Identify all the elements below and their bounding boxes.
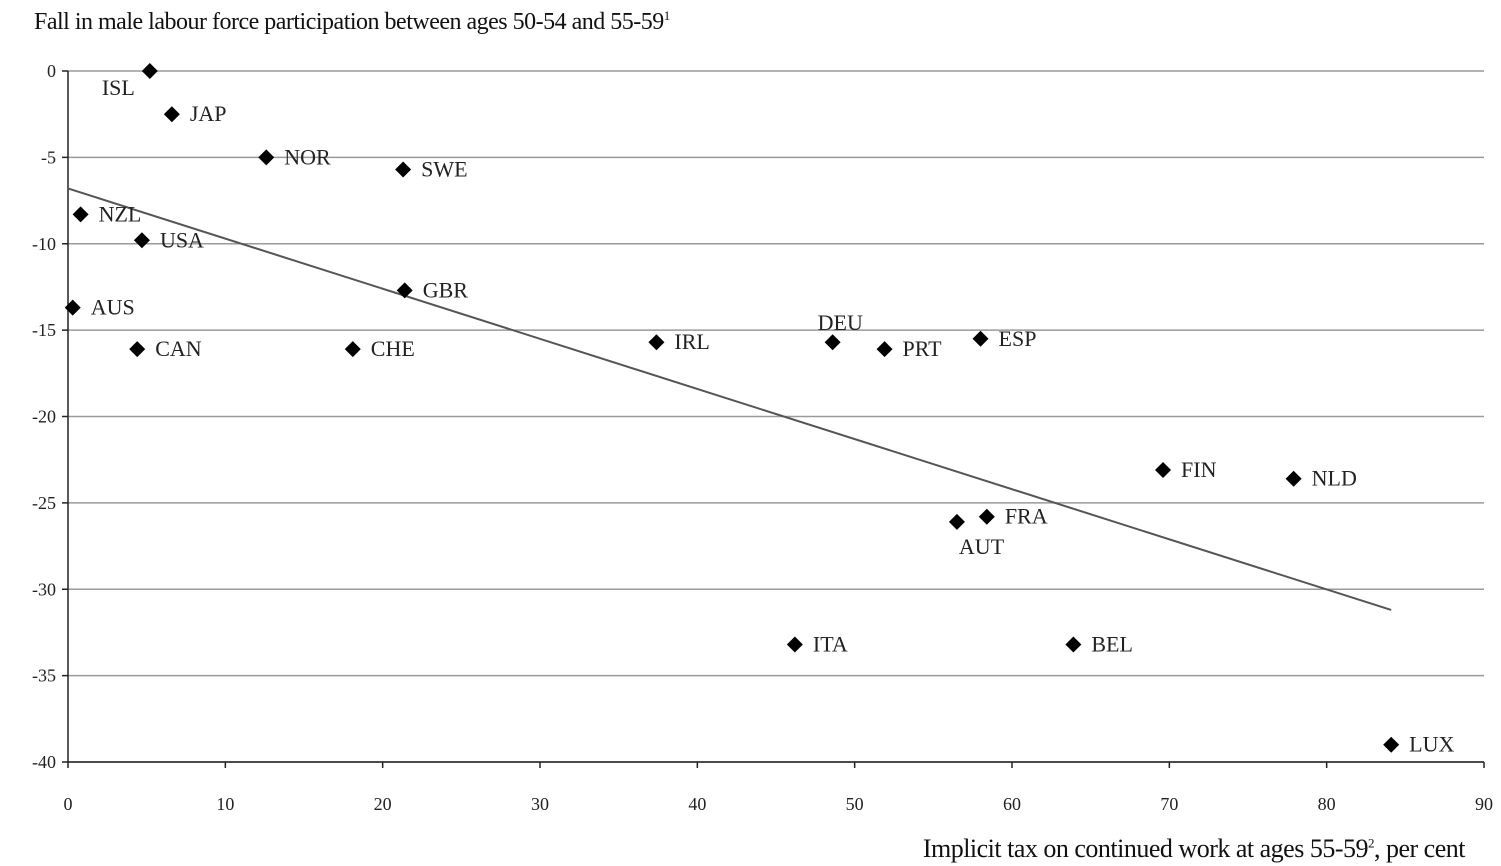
data-point-aus (64, 299, 81, 316)
y-tick-label: -25 (32, 493, 56, 513)
point-label-irl: IRL (674, 329, 709, 354)
x-tick-label: 40 (688, 794, 706, 814)
point-label-isl: ISL (102, 75, 135, 100)
title-footnote-marker: 1 (663, 8, 671, 23)
point-label-nzl: NZL (99, 201, 142, 226)
y-tick-label: -10 (32, 234, 56, 254)
y-tick-label: -35 (32, 666, 56, 686)
point-label-gbr: GBR (423, 277, 469, 302)
point-label-aut: AUT (959, 534, 1005, 559)
data-point-nzl (72, 206, 89, 223)
data-point-usa (133, 232, 150, 249)
data-point-fin (1155, 462, 1172, 479)
point-label-nor: NOR (284, 144, 331, 169)
data-point-gbr (396, 282, 413, 299)
data-point-prt (876, 341, 893, 358)
x-tick-label: 20 (374, 794, 392, 814)
point-label-esp: ESP (999, 326, 1037, 351)
x-tick-label: 50 (846, 794, 864, 814)
point-label-che: CHE (371, 336, 415, 361)
x-tick-label: 30 (531, 794, 549, 814)
y-tick-label: -15 (32, 320, 56, 340)
x-axis-label-text: Implicit tax on continued work at ages 5… (922, 834, 1369, 863)
x-tick-label: 70 (1160, 794, 1178, 814)
data-point-lux (1383, 736, 1400, 753)
data-point-irl (648, 334, 665, 351)
data-point-aut (948, 513, 965, 530)
y-tick-label: 0 (47, 61, 56, 81)
data-point-deu (824, 334, 841, 351)
point-label-jap: JAP (190, 101, 227, 126)
x-tick-label: 0 (64, 794, 73, 814)
point-label-ita: ITA (813, 632, 848, 657)
x-tick-label: 90 (1475, 794, 1493, 814)
y-tick-label: -30 (32, 579, 56, 599)
x-axis-label: Implicit tax on continued work at ages 5… (922, 834, 1466, 864)
point-label-nld: NLD (1312, 466, 1357, 491)
x-axis-label-suffix: , per cent (1373, 834, 1466, 863)
data-point-nld (1285, 470, 1302, 487)
point-label-fin: FIN (1181, 457, 1217, 482)
data-point-jap (163, 106, 180, 123)
point-label-swe: SWE (421, 156, 467, 181)
data-point-ita (786, 636, 803, 653)
data-point-can (129, 341, 146, 358)
data-point-fra (978, 508, 995, 525)
point-label-aus: AUS (91, 295, 135, 320)
data-point-che (344, 341, 361, 358)
x-tick-label: 60 (1003, 794, 1021, 814)
x-tick-label: 80 (1318, 794, 1336, 814)
point-label-bel: BEL (1091, 632, 1133, 657)
x-axis-footnote-marker: 2 (1367, 835, 1375, 851)
chart-title: Fall in male labour force participation … (34, 8, 670, 36)
point-label-fra: FRA (1005, 504, 1048, 529)
data-point-nor (258, 149, 275, 166)
trend-line (67, 187, 1392, 611)
y-tick-label: -20 (32, 407, 56, 427)
point-label-lux: LUX (1409, 732, 1454, 757)
data-point-isl (141, 63, 158, 79)
point-label-usa: USA (160, 227, 204, 252)
chart-title-text: Fall in male labour force participation … (34, 9, 664, 35)
data-point-esp (972, 330, 989, 347)
y-tick-label: -5 (41, 147, 56, 167)
point-label-deu: DEU (818, 310, 863, 335)
data-point-bel (1065, 636, 1082, 653)
y-tick-label: -40 (32, 752, 56, 772)
x-tick-label: 10 (216, 794, 234, 814)
point-label-prt: PRT (903, 336, 943, 361)
data-point-swe (395, 161, 412, 178)
point-label-can: CAN (155, 336, 202, 361)
